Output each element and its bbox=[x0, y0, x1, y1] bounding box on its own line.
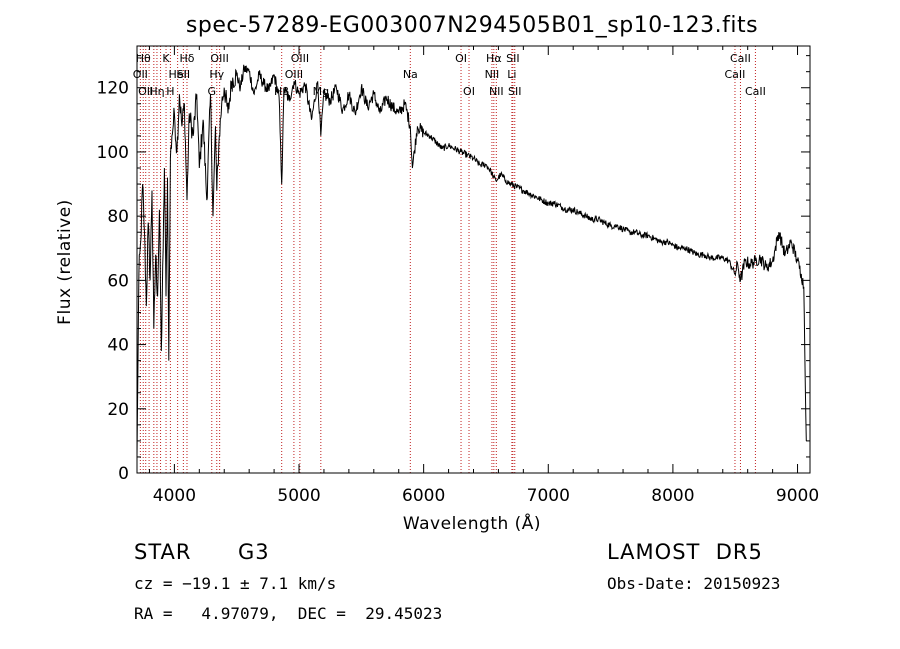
redshift-velocity: cz = −19.1 ± 7.1 km/s bbox=[134, 574, 337, 593]
x-axis: 4000 5000 6000 7000 8000 9000 bbox=[148, 46, 819, 506]
observation-date: Obs-Date: 20150923 bbox=[607, 574, 781, 593]
line-label: Hα bbox=[486, 52, 502, 65]
line-label: OIII bbox=[285, 68, 303, 81]
line-label: CaII bbox=[745, 85, 766, 98]
y-tick-label: 120 bbox=[97, 79, 129, 99]
x-tick-label: 5000 bbox=[277, 486, 320, 506]
x-tick-label: 7000 bbox=[527, 486, 570, 506]
line-label: Hδ bbox=[179, 52, 194, 65]
line-label: Na bbox=[403, 68, 418, 81]
line-label: H bbox=[166, 85, 174, 98]
line-label: OI bbox=[463, 85, 475, 98]
line-label: CaII bbox=[725, 68, 746, 81]
survey-name: LAMOST DR5 bbox=[607, 540, 763, 564]
object-class: STAR bbox=[134, 540, 192, 564]
object-subclass: G3 bbox=[238, 540, 270, 564]
line-label: SII bbox=[508, 85, 521, 98]
y-tick-label: 20 bbox=[107, 400, 129, 420]
line-label: Hγ bbox=[209, 68, 224, 81]
line-label: CaII bbox=[730, 52, 751, 65]
line-label: G bbox=[208, 85, 217, 98]
line-label: OIII bbox=[210, 52, 228, 65]
plot-frame bbox=[136, 45, 811, 474]
y-tick-label: 40 bbox=[107, 336, 129, 356]
line-label: Hθ bbox=[136, 52, 151, 65]
line-label: Li bbox=[507, 68, 516, 81]
spectrum-line bbox=[136, 64, 807, 457]
x-tick-label: 6000 bbox=[402, 486, 445, 506]
line-label: NII bbox=[489, 85, 504, 98]
y-tick-label: 60 bbox=[107, 271, 129, 291]
y-axis-label: Flux (relative) bbox=[55, 199, 75, 325]
line-label: SII bbox=[177, 68, 190, 81]
line-label: Hη bbox=[149, 85, 164, 98]
line-label: K bbox=[162, 52, 170, 65]
x-tick-label: 9000 bbox=[776, 486, 819, 506]
y-tick-label: 100 bbox=[97, 143, 129, 163]
x-tick-label: 8000 bbox=[651, 486, 694, 506]
y-axis: 0 20 40 60 80 100 120 bbox=[97, 55, 810, 484]
line-label: OII bbox=[133, 68, 148, 81]
x-tick-label: 4000 bbox=[153, 486, 196, 506]
coordinates: RA = 4.97079, DEC = 29.45023 bbox=[134, 604, 443, 623]
y-tick-label: 0 bbox=[118, 464, 129, 484]
line-label: OI bbox=[455, 52, 467, 65]
line-label: HeI bbox=[168, 68, 186, 81]
y-tick-label: 80 bbox=[107, 207, 129, 227]
line-label: OII bbox=[138, 85, 153, 98]
line-label: NII bbox=[485, 68, 500, 81]
emission-line-markers bbox=[139, 46, 756, 473]
line-label: OIII bbox=[291, 52, 309, 65]
x-axis-label: Wavelength (Å) bbox=[403, 512, 541, 534]
line-label: SII bbox=[506, 52, 519, 65]
chart-title: spec-57289-EG003007N294505B01_sp10-123.f… bbox=[186, 13, 758, 38]
